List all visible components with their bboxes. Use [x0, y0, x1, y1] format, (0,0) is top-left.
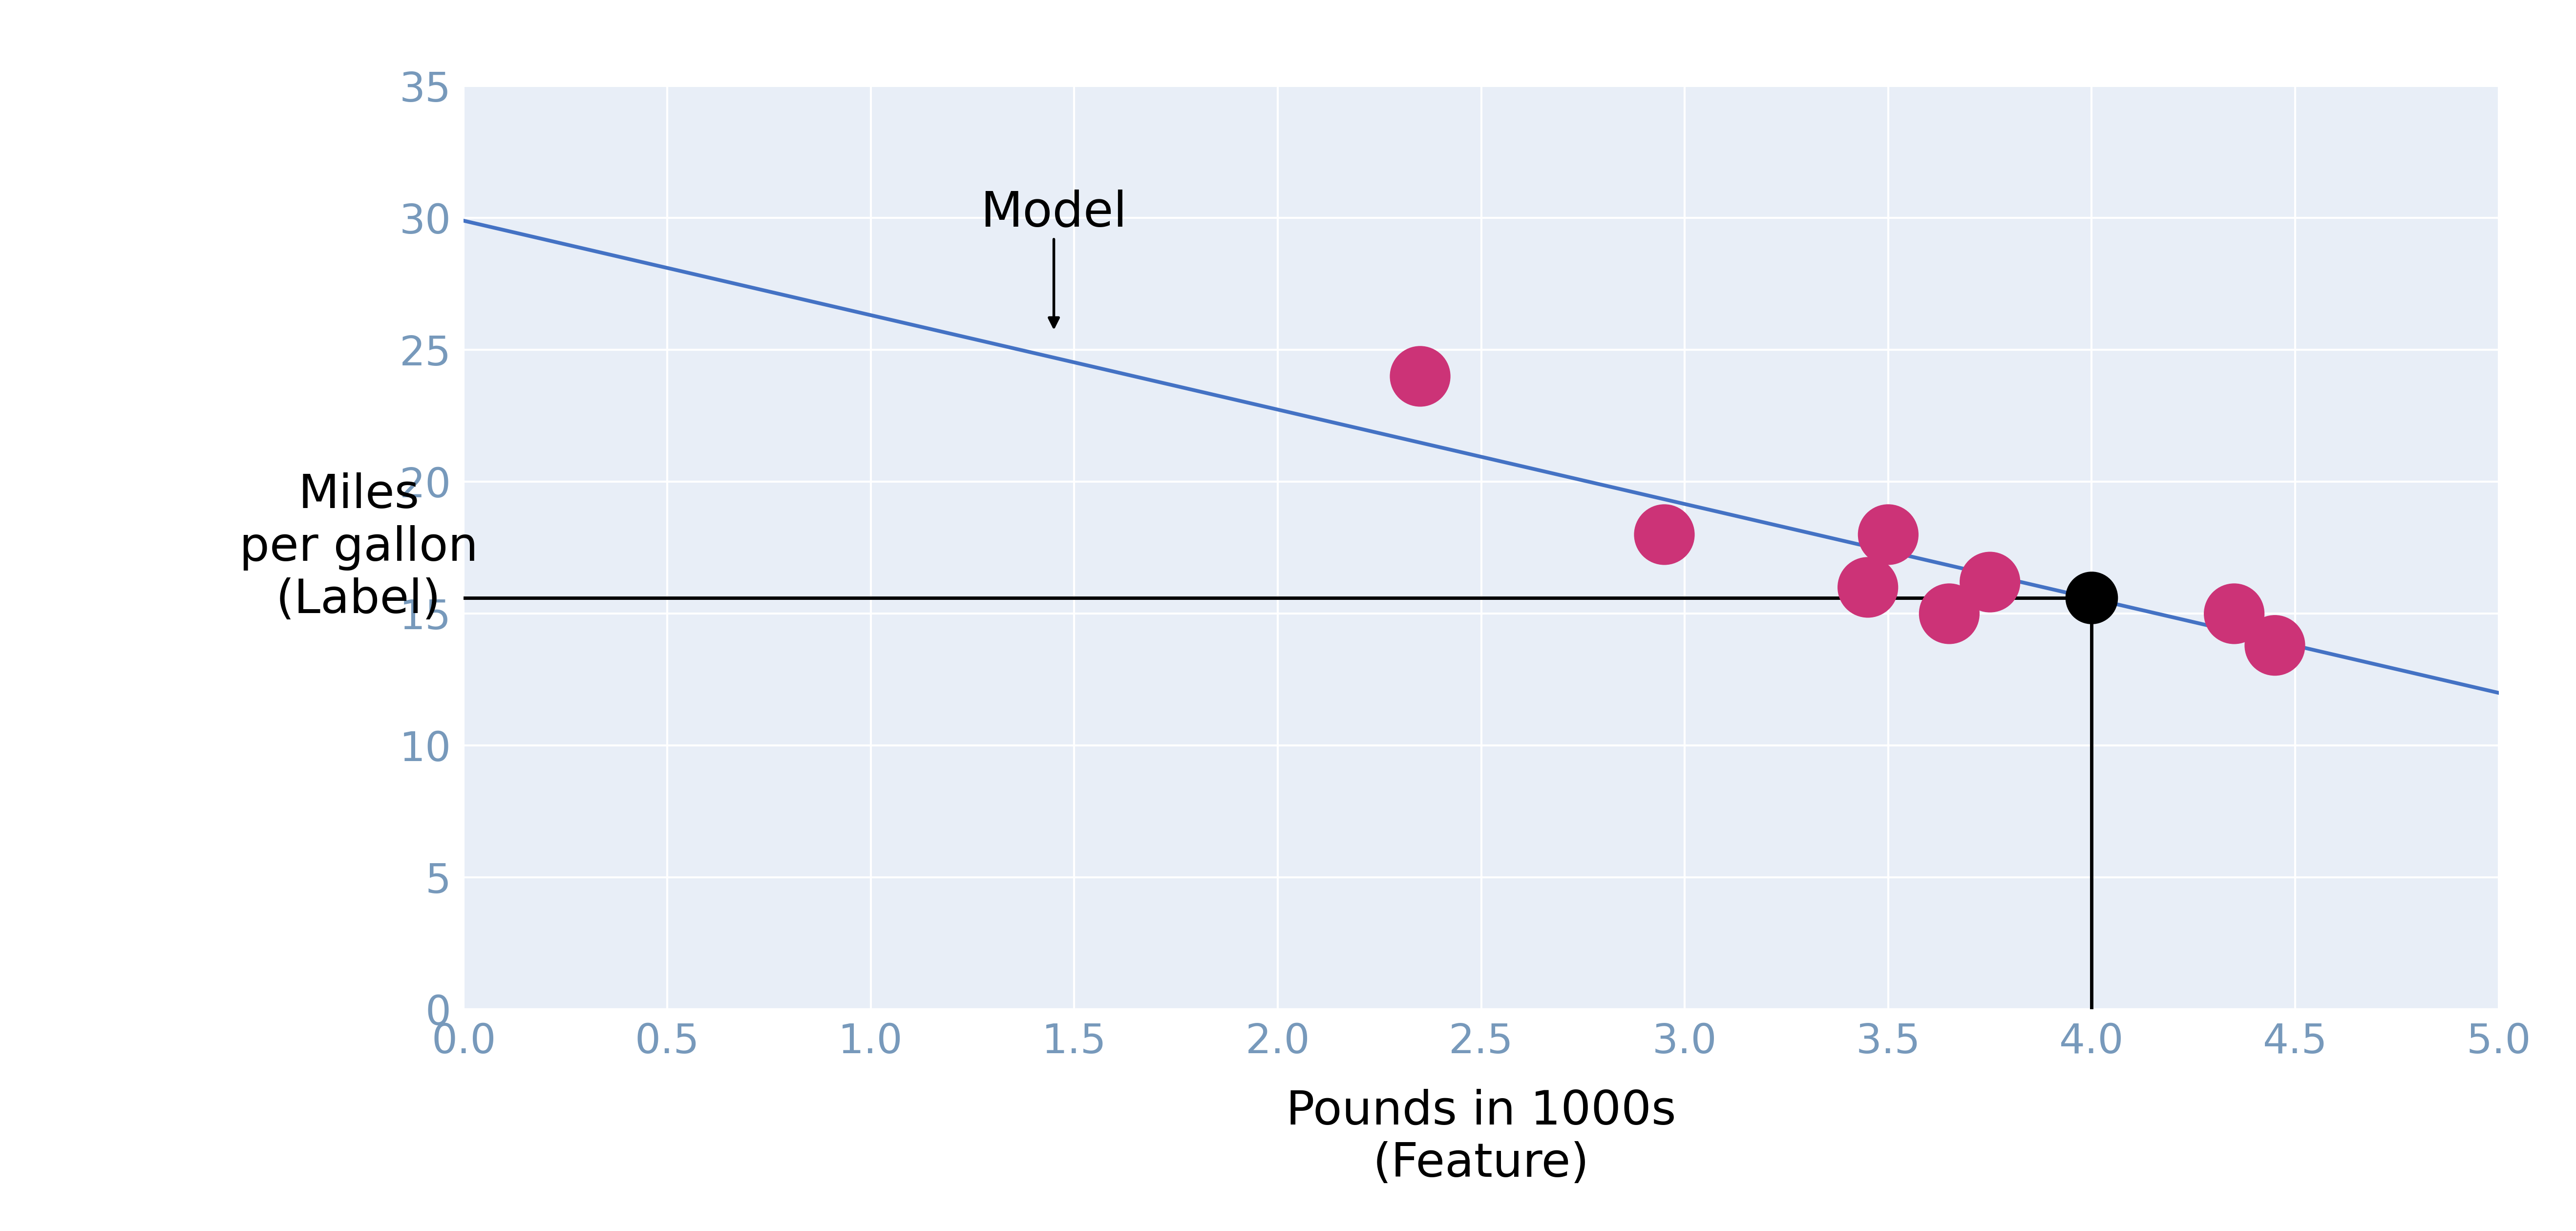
Y-axis label: Miles
per gallon
(Label): Miles per gallon (Label): [240, 473, 479, 623]
Point: [1847, 577, 1888, 597]
Text: Model: Model: [981, 190, 1128, 327]
Point: [1929, 604, 1971, 624]
Point: [1968, 572, 2009, 592]
X-axis label: Pounds in 1000s
(Feature): Pounds in 1000s (Feature): [1285, 1088, 1677, 1187]
Point: [2071, 588, 2112, 608]
Point: [1643, 524, 1685, 544]
Point: [1399, 367, 1440, 387]
Point: [1868, 524, 1909, 544]
Point: [2254, 635, 2295, 655]
Point: [2213, 604, 2254, 624]
